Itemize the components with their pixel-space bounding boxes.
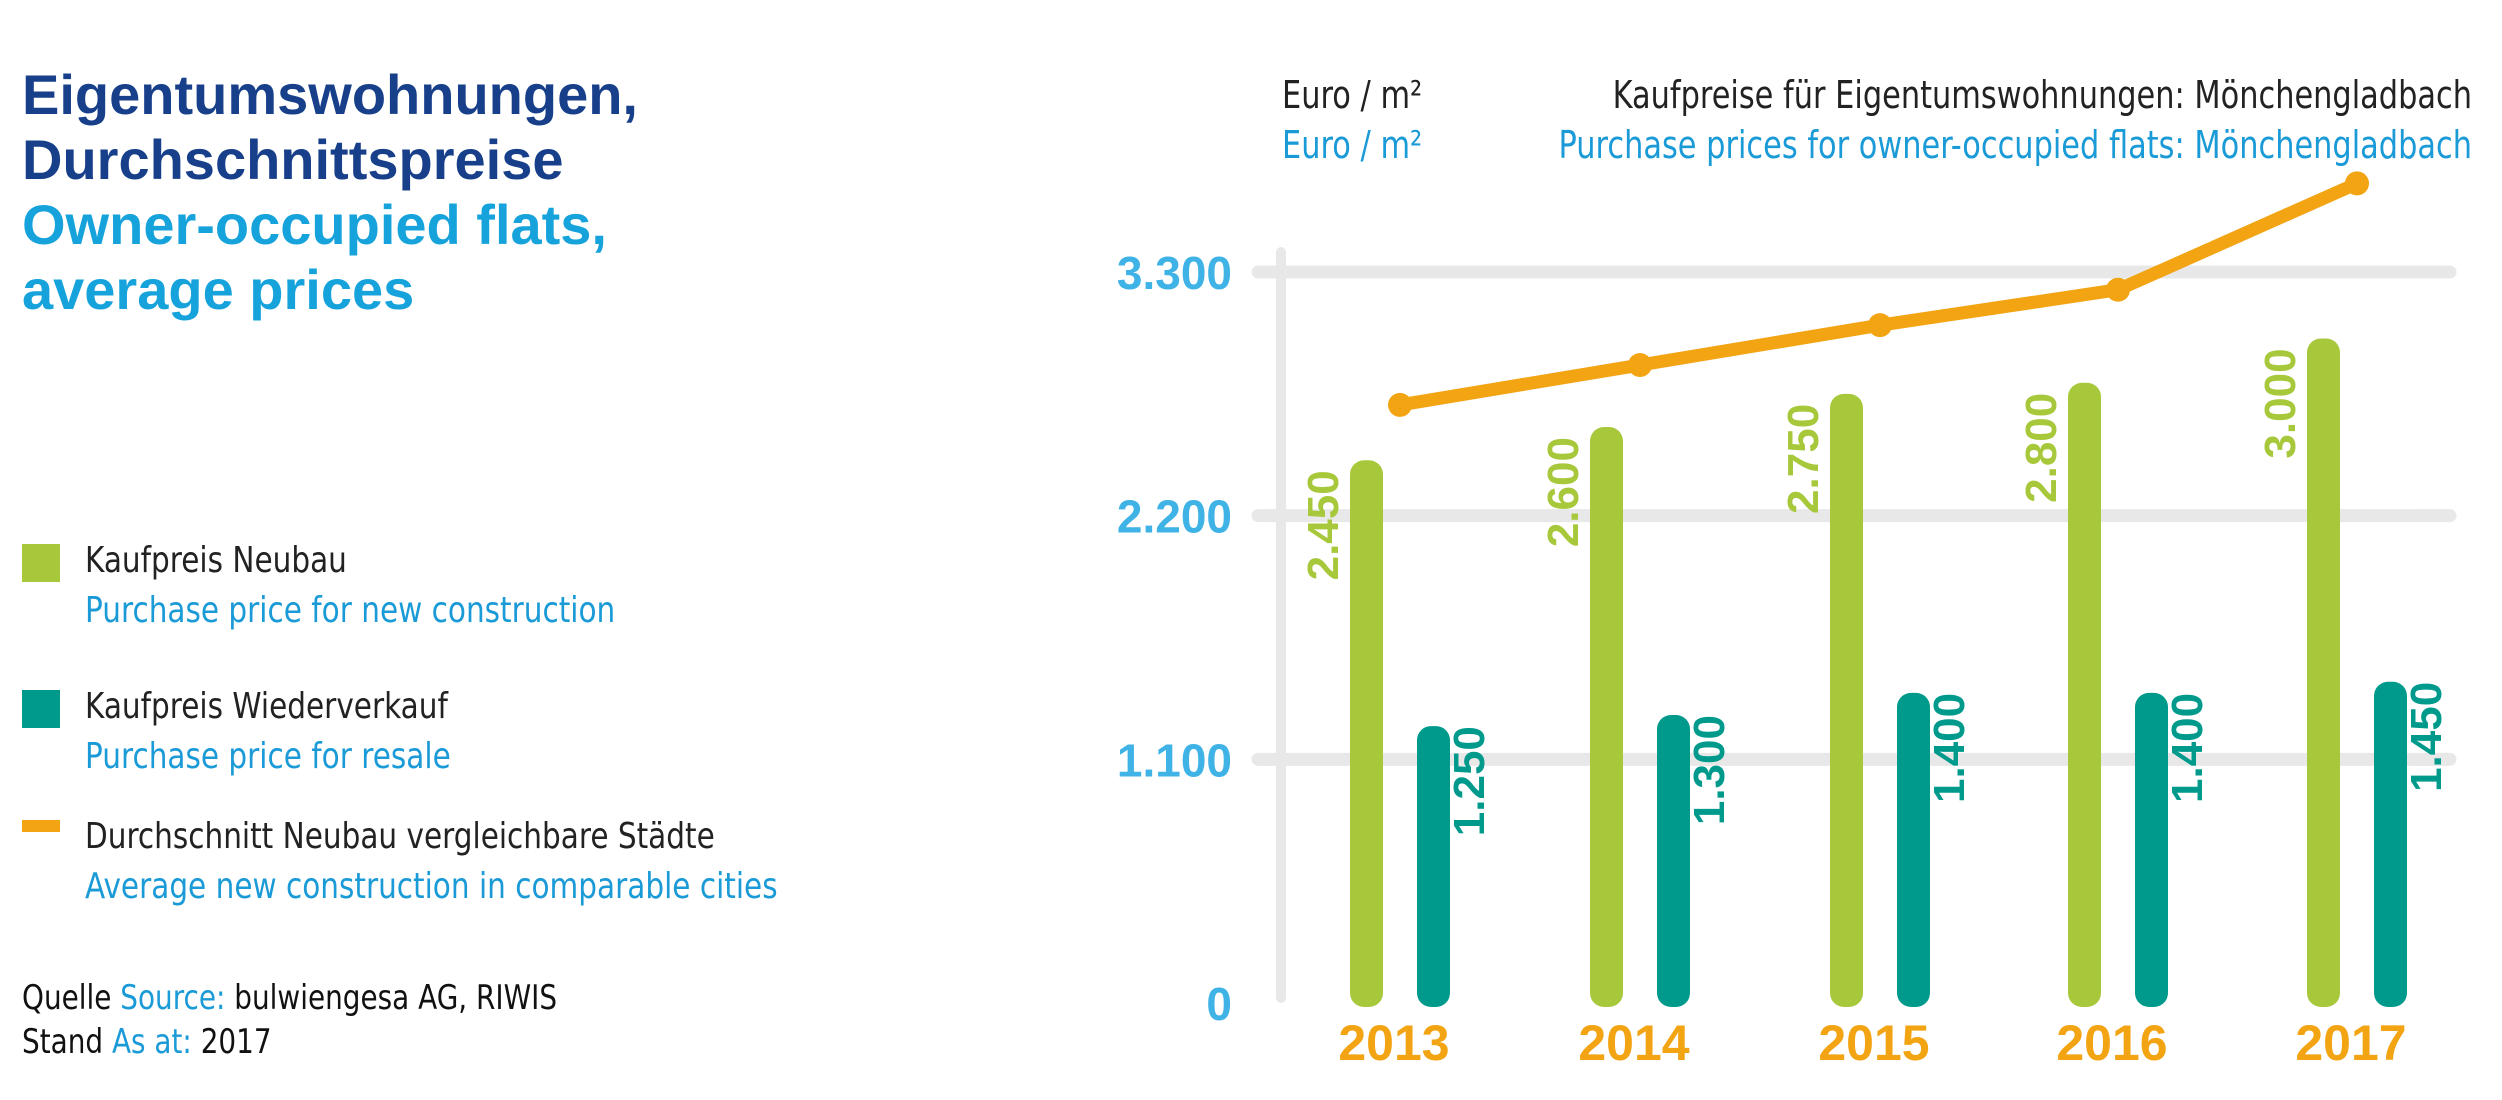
unit-label-de: Euro / m² (1282, 74, 1422, 118)
source-note: Quelle Source: bulwiengesa AG, RIWIS Sta… (22, 976, 557, 1064)
line-point (1388, 392, 1412, 417)
y-tick-label: 0 (1206, 978, 1232, 1030)
bar-resale (1897, 692, 1930, 1007)
legend-text-comparable-cities: Durchschnitt Neubau vergleichbare Städte… (85, 812, 778, 912)
stand-label: Stand (22, 1022, 104, 1062)
y-tick-label: 2.200 (1117, 491, 1232, 543)
page-title: Eigentumswohnungen, Durchschnittspreise … (22, 62, 638, 322)
bar-resale (1417, 726, 1450, 1007)
line-point (1628, 353, 1652, 378)
legend-label-de: Durchschnitt Neubau vergleichbare Städte (85, 816, 715, 857)
bar-new (1830, 393, 1863, 1007)
legend-label-en: Average new construction in comparable c… (85, 866, 778, 907)
x-tick-label: 2016 (2056, 1015, 2167, 1071)
chart-title-de: Kaufpreise für Eigentumswohnungen: Mönch… (1613, 74, 2472, 118)
bar-value-label: 1.300 (1685, 715, 1734, 825)
bar-resale (2135, 692, 2168, 1007)
source-label: Source: (120, 978, 226, 1018)
bar-value-label: 1.450 (2402, 682, 2451, 792)
bar-new (2068, 382, 2101, 1007)
x-tick-label: 2015 (1818, 1015, 1929, 1071)
bar-resale (1657, 715, 1690, 1007)
legend-label-de: Kaufpreis Neubau (85, 540, 347, 581)
comparable-cities-line (1393, 176, 2364, 412)
legend-text-new-construction: Kaufpreis Neubau Purchase price for new … (85, 536, 615, 636)
unit-label-en: Euro / m² (1282, 124, 1422, 168)
line-point (2106, 277, 2130, 302)
legend-text-resale: Kaufpreis Wiederverkauf Purchase price f… (85, 682, 451, 782)
source-value: bulwiengesa AG, RIWIS (234, 978, 558, 1018)
title-en-line-1: Owner-occupied flats, (22, 193, 607, 256)
stand-line: Stand As at: 2017 (22, 1020, 557, 1064)
bar-value-label: 2.600 (1539, 437, 1588, 547)
source-line: Quelle Source: bulwiengesa AG, RIWIS (22, 976, 557, 1020)
bar-value-label: 2.750 (1779, 404, 1828, 514)
bar-resale (2374, 681, 2407, 1007)
legend-swatch-comparable-cities (22, 820, 60, 832)
x-tick-label: 2014 (1578, 1015, 1689, 1071)
x-tick-label: 2013 (1338, 1015, 1449, 1071)
bar-value-label: 3.000 (2256, 348, 2305, 458)
legend-swatch-new-construction (22, 544, 60, 582)
as-at-label: As at: (111, 1022, 192, 1062)
legend-swatch-resale (22, 690, 60, 728)
bar-value-label: 1.400 (2163, 693, 2212, 803)
bar-value-label: 1.250 (1445, 726, 1494, 836)
chart-title-en: Purchase prices for owner-occupied flats… (1558, 124, 2472, 168)
quelle-label: Quelle (22, 978, 112, 1018)
y-tick-label: 1.100 (1117, 734, 1232, 786)
as-at-value: 2017 (200, 1022, 272, 1062)
x-tick-label: 2017 (2295, 1015, 2406, 1071)
legend-label-de: Kaufpreis Wiederverkauf (85, 686, 448, 727)
legend-label-en: Purchase price for resale (85, 736, 451, 777)
bar-value-label: 1.400 (1925, 693, 1974, 803)
bar-new (1350, 460, 1383, 1008)
bar-new (2307, 338, 2340, 1007)
bar-new (1590, 427, 1623, 1007)
line-point (1868, 313, 1892, 338)
line-point (2345, 171, 2369, 196)
bar-value-label: 2.450 (1299, 470, 1348, 580)
title-de-line-1: Eigentumswohnungen, (22, 63, 638, 126)
legend-label-en: Purchase price for new construction (85, 590, 616, 631)
y-tick-label: 3.300 (1117, 247, 1232, 299)
bar-value-label: 2.800 (2017, 393, 2066, 503)
title-de-line-2: Durchschnittspreise (22, 128, 564, 191)
title-en-line-2: average prices (22, 258, 415, 321)
